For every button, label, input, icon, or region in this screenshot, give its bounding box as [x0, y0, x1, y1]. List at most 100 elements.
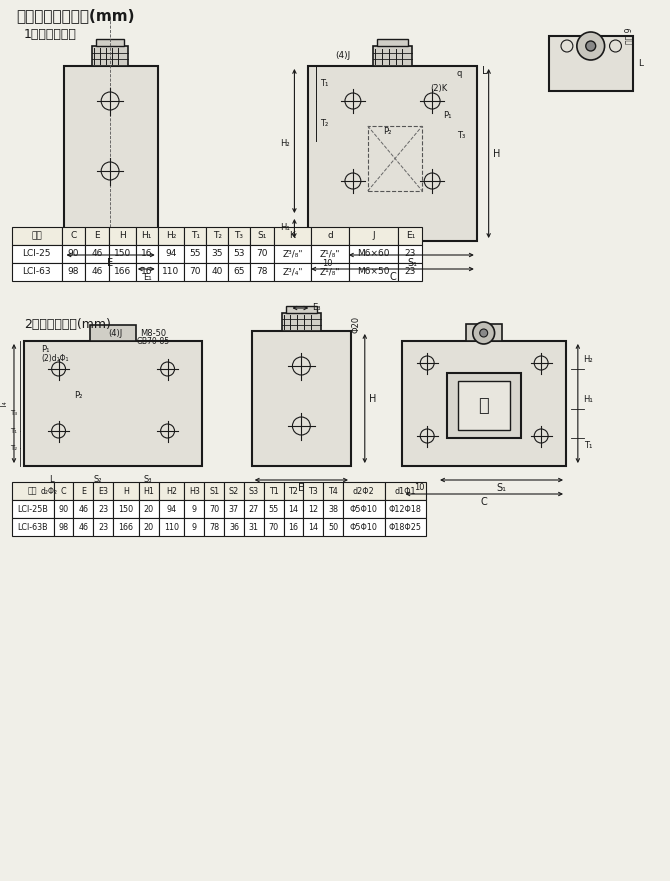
Text: 50: 50	[328, 522, 338, 531]
Text: 150: 150	[119, 505, 133, 514]
Text: 10: 10	[322, 258, 332, 268]
Bar	[283, 500, 304, 518]
Text: (4)J: (4)J	[336, 51, 350, 61]
Text: Φ12Φ18: Φ12Φ18	[389, 505, 422, 514]
Bar	[64, 66, 157, 241]
Bar	[304, 500, 323, 518]
Bar	[74, 482, 93, 500]
Text: E₁: E₁	[406, 232, 415, 241]
Bar	[113, 482, 139, 500]
Text: 宁: 宁	[478, 397, 489, 415]
Text: T₂: T₂	[11, 445, 17, 451]
Bar	[323, 482, 343, 500]
Text: E₃: E₃	[312, 303, 320, 313]
Text: 型号: 型号	[31, 232, 42, 241]
Text: 78: 78	[256, 268, 267, 277]
Bar	[447, 373, 521, 438]
Text: P₂: P₂	[74, 391, 82, 401]
Text: 1、螺纹连接：: 1、螺纹连接：	[24, 27, 77, 41]
Bar	[93, 518, 113, 536]
Bar	[54, 518, 74, 536]
Text: T₃: T₃	[457, 131, 465, 140]
Bar	[349, 263, 399, 281]
Bar	[109, 245, 136, 263]
Text: 53: 53	[233, 249, 245, 258]
Text: (2)d₁Φ₁: (2)d₁Φ₁	[42, 354, 70, 364]
Bar	[343, 500, 385, 518]
Text: 98: 98	[68, 268, 79, 277]
Bar	[224, 500, 244, 518]
Bar	[312, 263, 349, 281]
Bar	[250, 245, 273, 263]
Bar	[204, 482, 224, 500]
Bar	[12, 245, 62, 263]
Bar	[244, 482, 264, 500]
Text: H₁: H₁	[141, 232, 152, 241]
Text: S₃: S₃	[143, 475, 152, 484]
Text: 70: 70	[209, 505, 219, 514]
Bar	[368, 126, 422, 191]
Bar	[343, 482, 385, 500]
Text: 2、板式连接：(mm): 2、板式连接：(mm)	[24, 317, 111, 330]
Text: J: J	[373, 232, 375, 241]
Text: (4)J: (4)J	[108, 329, 122, 338]
Text: 10: 10	[414, 484, 425, 492]
Bar	[93, 482, 113, 500]
Text: M8-50: M8-50	[139, 329, 165, 337]
Text: H2: H2	[166, 486, 177, 495]
Bar	[349, 227, 399, 245]
Text: E: E	[298, 483, 304, 493]
Text: S1: S1	[209, 486, 219, 495]
Text: 65: 65	[233, 268, 245, 277]
Bar	[466, 324, 502, 341]
Bar	[252, 331, 351, 466]
Bar	[549, 36, 633, 91]
Bar	[204, 500, 224, 518]
Bar	[184, 518, 204, 536]
Bar	[139, 482, 159, 500]
Text: P₁: P₁	[42, 344, 50, 353]
Bar	[308, 66, 477, 241]
Bar	[385, 518, 426, 536]
Bar	[109, 227, 136, 245]
Text: (2)K: (2)K	[431, 84, 448, 93]
Text: 46: 46	[92, 249, 103, 258]
Bar	[12, 500, 54, 518]
Text: T3: T3	[308, 486, 318, 495]
Bar	[184, 227, 206, 245]
Text: T2: T2	[289, 486, 298, 495]
Text: M6×50: M6×50	[358, 268, 390, 277]
Text: 40: 40	[212, 268, 223, 277]
Text: 14: 14	[288, 505, 298, 514]
Bar	[283, 482, 304, 500]
Text: E: E	[81, 486, 86, 495]
Bar	[399, 263, 422, 281]
Text: H₂: H₂	[583, 354, 592, 364]
Bar	[458, 381, 511, 430]
Bar	[283, 518, 304, 536]
Text: S₁: S₁	[496, 483, 507, 493]
Circle shape	[586, 41, 596, 51]
Bar	[206, 227, 228, 245]
Bar	[264, 482, 283, 500]
Text: 16: 16	[141, 249, 153, 258]
Bar	[399, 245, 422, 263]
Bar	[323, 500, 343, 518]
Text: T₂: T₂	[320, 120, 328, 129]
Bar	[403, 341, 566, 466]
Bar	[136, 245, 157, 263]
Bar	[385, 482, 426, 500]
Text: C: C	[480, 497, 487, 507]
Bar	[136, 227, 157, 245]
Bar	[90, 325, 136, 341]
Text: 150: 150	[114, 249, 131, 258]
Text: S₁: S₁	[257, 232, 267, 241]
Text: d1Φ1: d1Φ1	[395, 486, 416, 495]
Text: 外形及安装尺寸：(mm): 外形及安装尺寸：(mm)	[16, 9, 135, 24]
Text: E3: E3	[98, 486, 108, 495]
Text: T₂: T₂	[212, 232, 222, 241]
Text: H₁: H₁	[279, 224, 289, 233]
Text: d: d	[327, 232, 333, 241]
Text: 90: 90	[68, 249, 79, 258]
Text: 9: 9	[192, 522, 197, 531]
